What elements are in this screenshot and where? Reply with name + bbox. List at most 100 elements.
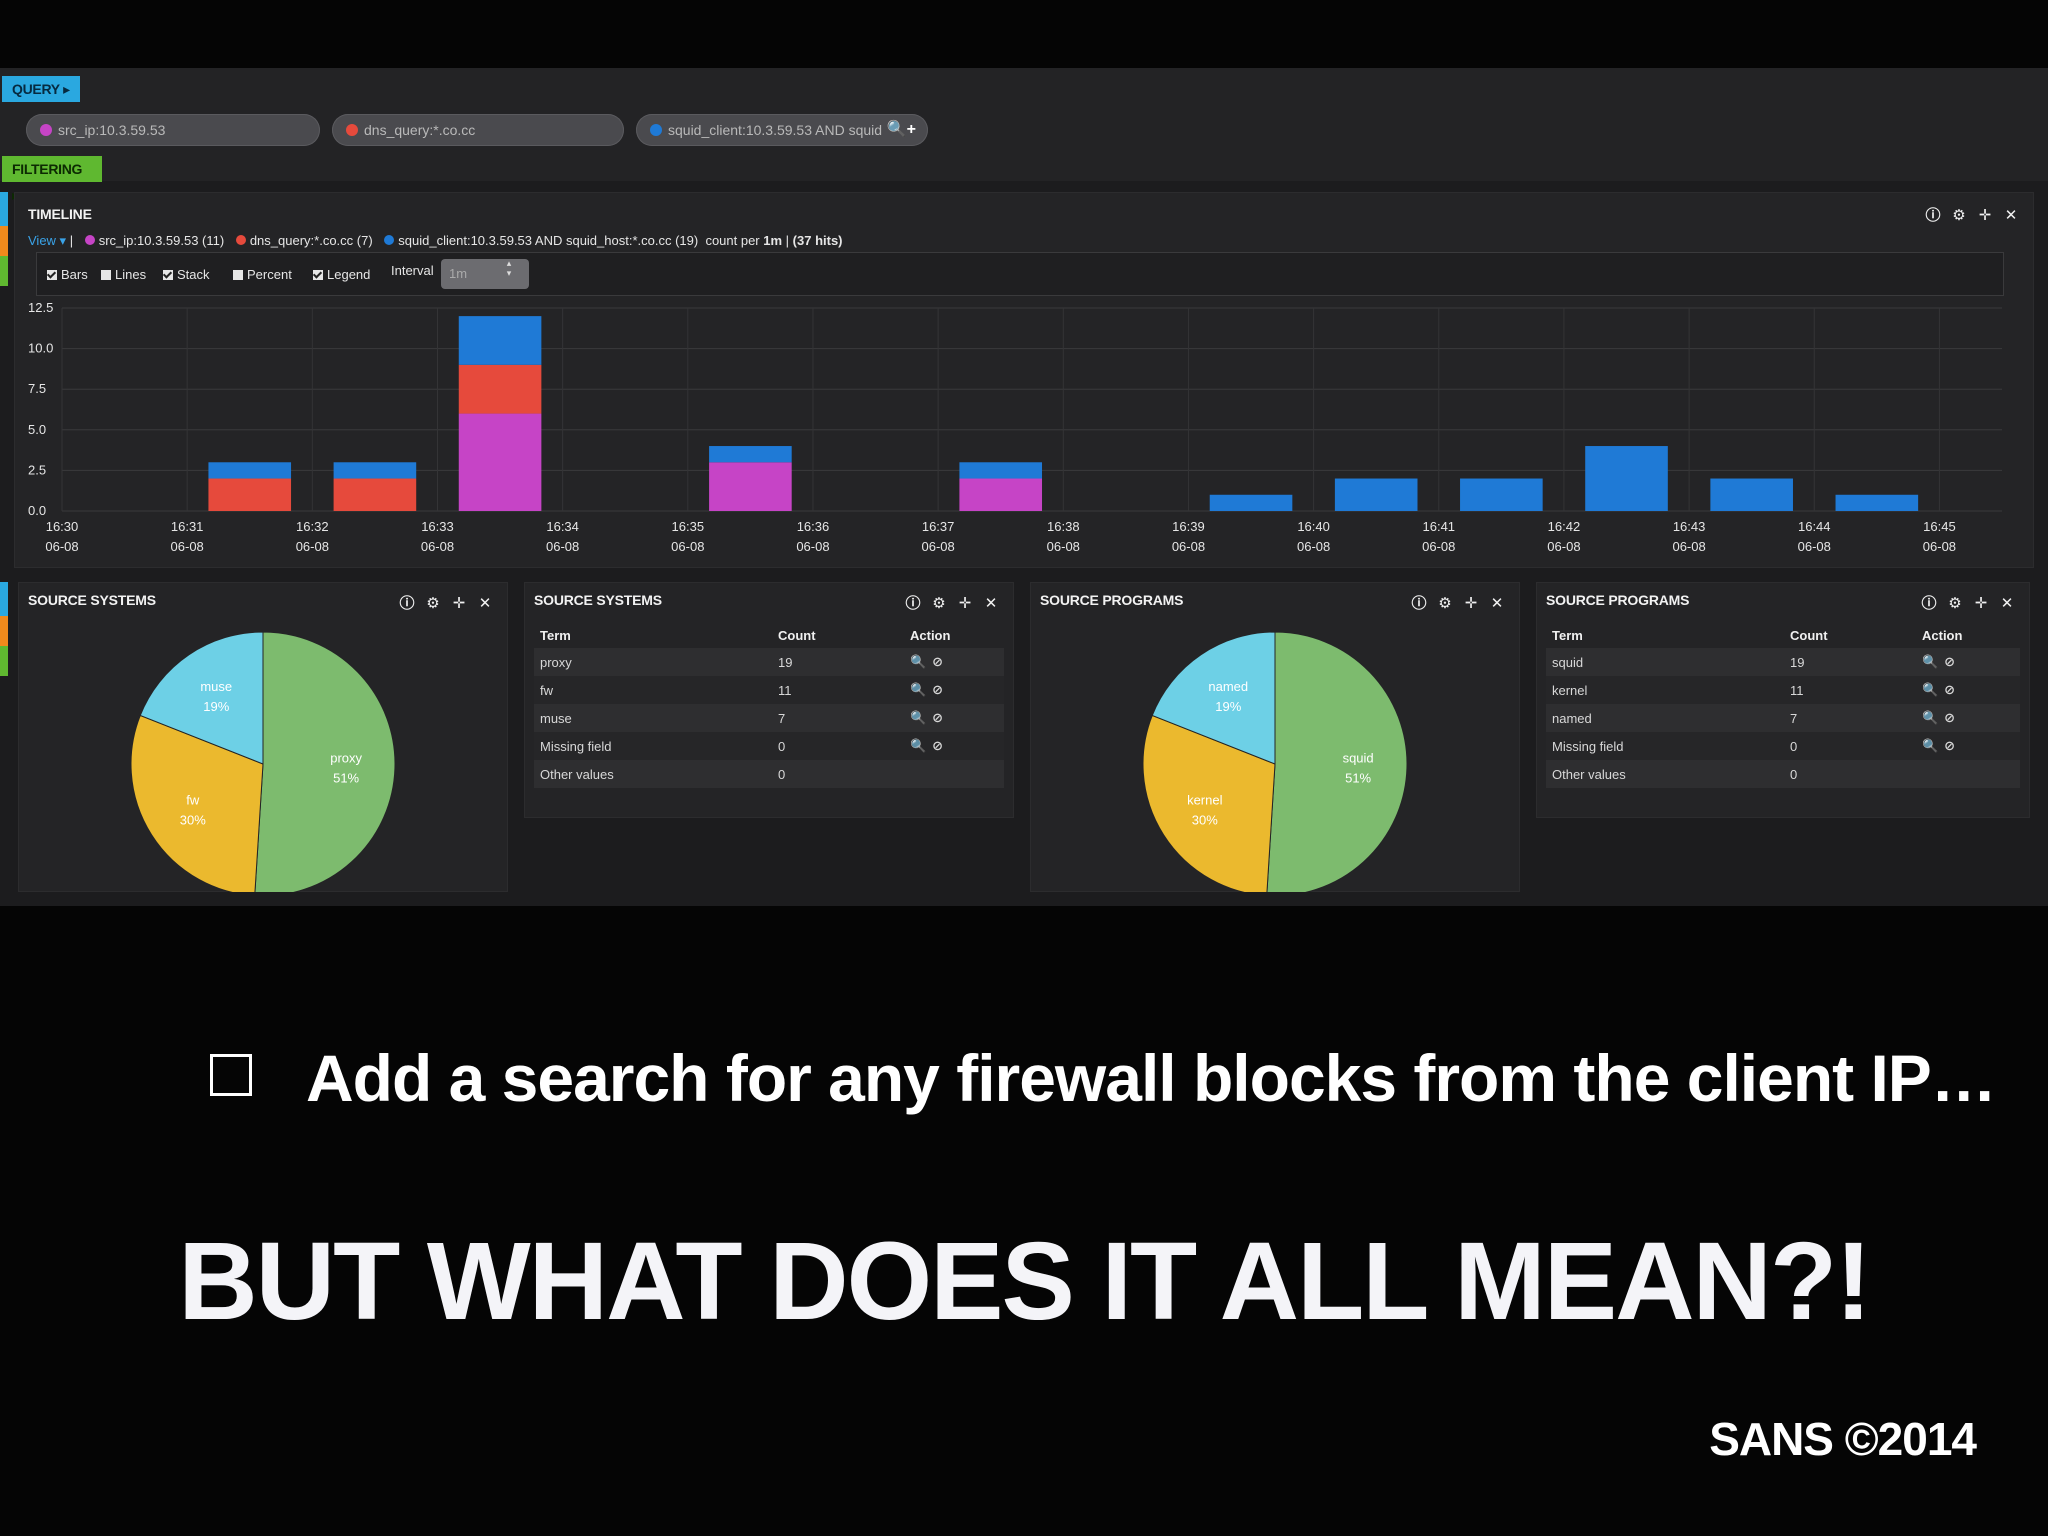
query-color-dot[interactable] <box>346 124 358 136</box>
move-icon[interactable]: ✛ <box>452 595 466 612</box>
gear-icon[interactable]: ⚙ <box>932 595 946 612</box>
term-cell[interactable]: Missing field <box>1546 732 1784 760</box>
close-icon[interactable]: ✕ <box>478 595 492 612</box>
column-header-count[interactable]: Count <box>778 627 816 643</box>
filtering-tag-button[interactable]: FILTERING ▸ <box>2 156 102 203</box>
option-legend[interactable]: Legend <box>313 267 370 282</box>
row-indicator <box>0 646 8 676</box>
bar-segment <box>333 462 417 479</box>
checkbox[interactable] <box>47 270 57 280</box>
move-icon[interactable]: ✛ <box>1978 207 1992 224</box>
query-pill-1[interactable]: src_ip:10.3.59.53 <box>26 114 320 146</box>
legend-dot <box>235 235 246 245</box>
query-pill-3[interactable]: squid_client:10.3.59.53 AND squid 🔍+ <box>636 114 928 146</box>
info-icon[interactable]: ⓘ <box>1925 207 1941 224</box>
column-header-term[interactable]: Term <box>540 627 571 643</box>
action-cell[interactable]: 🔍⊘ <box>904 704 1004 732</box>
query-pill-2[interactable]: dns_query:*.co.cc <box>332 114 624 146</box>
option-label: Stack <box>177 267 210 282</box>
action-cell[interactable]: 🔍⊘ <box>1916 676 2020 704</box>
gear-icon[interactable]: ⚙ <box>1438 595 1452 612</box>
action-cell[interactable]: 🔍⊘ <box>904 676 1004 704</box>
table-row: kernel 11 🔍⊘ <box>1546 676 2020 704</box>
source-systems-pie-panel: SOURCE SYSTEMS ⓘ ⚙ ✛ ✕ proxy 51% fw 30% muse 19% <box>18 582 508 892</box>
checkbox[interactable] <box>101 270 111 280</box>
move-icon[interactable]: ✛ <box>1464 595 1478 612</box>
option-label: Percent <box>247 267 292 282</box>
x-tick-sublabel: 06-08 <box>1172 539 1205 554</box>
x-tick-label: 16:36 <box>797 519 830 534</box>
gear-icon[interactable]: ⚙ <box>1948 595 1962 612</box>
gear-icon[interactable]: ⚙ <box>1952 207 1966 224</box>
action-cell[interactable]: 🔍⊘ <box>904 732 1004 760</box>
panel-title: SOURCE SYSTEMS <box>28 592 156 608</box>
term-cell[interactable]: kernel <box>1546 676 1784 704</box>
view-dropdown[interactable]: View ▾ <box>28 233 67 248</box>
action-cell[interactable]: 🔍⊘ <box>1916 704 2020 732</box>
move-icon[interactable]: ✛ <box>1974 595 1988 612</box>
option-percent[interactable]: Percent <box>233 267 292 282</box>
source-systems-table-panel: SOURCE SYSTEMS ⓘ ⚙ ✛ ✕ Term Count Action pr… <box>524 582 1014 818</box>
slide-headline: BUT WHAT DOES IT ALL MEAN?! <box>178 1220 1872 1343</box>
close-icon[interactable]: ✕ <box>2004 207 2018 224</box>
x-tick-sublabel: 06-08 <box>546 539 579 554</box>
bar-segment <box>709 462 792 511</box>
table-row: Other values 0 <box>1546 760 2020 788</box>
timeline-chart: 0.0 2.5 5.0 7.5 10.0 12.5 16:30 06-08 16:31 06-08… <box>28 300 2002 554</box>
option-label: Bars <box>61 267 88 282</box>
option-label: Legend <box>327 267 371 282</box>
x-tick-label: 16:33 <box>421 519 454 534</box>
term-cell[interactable]: squid <box>1546 648 1784 676</box>
interval-select[interactable]: 1m <box>441 259 529 289</box>
slice-percent: 51% <box>1345 771 1371 786</box>
option-bars[interactable]: Bars <box>47 267 88 282</box>
checkbox[interactable] <box>163 270 173 280</box>
close-icon[interactable]: ✕ <box>2000 595 2014 612</box>
info-icon[interactable]: ⓘ <box>905 595 921 612</box>
count-cell: 0 <box>772 760 904 788</box>
timeline-title: TIMELINE <box>28 206 92 222</box>
action-cell[interactable]: 🔍⊘ <box>1916 732 2020 760</box>
option-lines[interactable]: Lines <box>101 267 146 282</box>
info-icon[interactable]: ⓘ <box>1921 595 1937 612</box>
column-header-count[interactable]: Count <box>1790 627 1828 643</box>
term-cell[interactable]: muse <box>534 704 772 732</box>
info-icon[interactable]: ⓘ <box>1411 595 1427 612</box>
term-cell[interactable]: proxy <box>534 648 772 676</box>
y-tick-label: 5.0 <box>28 422 46 437</box>
query-text: dns_query:*.co.cc <box>364 122 476 138</box>
column-header-term[interactable]: Term <box>1552 627 1583 643</box>
query-color-dot[interactable] <box>650 124 662 136</box>
info-icon[interactable]: ⓘ <box>399 595 415 612</box>
action-cell <box>904 760 1004 788</box>
y-tick-label: 0.0 <box>28 503 46 518</box>
term-cell[interactable]: named <box>1546 704 1784 732</box>
move-icon[interactable]: ✛ <box>958 595 972 612</box>
panel-title: SOURCE PROGRAMS <box>1040 592 1184 608</box>
count-cell: 19 <box>1784 648 1916 676</box>
term-cell[interactable]: Missing field <box>534 732 772 760</box>
query-color-dot[interactable] <box>40 124 52 136</box>
action-cell[interactable]: 🔍⊘ <box>1916 648 2020 676</box>
close-icon[interactable]: ✕ <box>984 595 998 612</box>
bar-segment <box>709 446 792 463</box>
checkbox[interactable] <box>233 270 243 280</box>
source-systems-pie: proxy 51% fw 30% muse 19% <box>130 631 396 892</box>
copyright: SANS ©2014 <box>1709 1413 1977 1465</box>
count-cell: 11 <box>1784 676 1916 704</box>
source-systems-table: Term Count Action proxy 19 🔍⊘ fw 11 🔍⊘ muse 7… <box>534 622 1004 788</box>
option-stack[interactable]: Stack <box>163 267 210 282</box>
panel-icons: ⓘ ⚙ ✛ ✕ <box>1406 592 1510 613</box>
gear-icon[interactable]: ⚙ <box>426 595 440 612</box>
row-indicator <box>0 582 8 616</box>
close-icon[interactable]: ✕ <box>1490 595 1504 612</box>
term-cell[interactable]: fw <box>534 676 772 704</box>
query-actions[interactable]: 🔍+ <box>886 121 916 138</box>
query-tag-button[interactable]: QUERY ▸ <box>2 76 80 102</box>
checkbox[interactable] <box>313 270 323 280</box>
legend-item: squid_client:10.3.59.53 AND squid_host:*… <box>398 233 699 248</box>
bar-segment <box>333 478 417 511</box>
panel-title: SOURCE SYSTEMS <box>534 592 662 608</box>
action-cell[interactable]: 🔍⊘ <box>904 648 1004 676</box>
pie-slice <box>139 631 264 765</box>
